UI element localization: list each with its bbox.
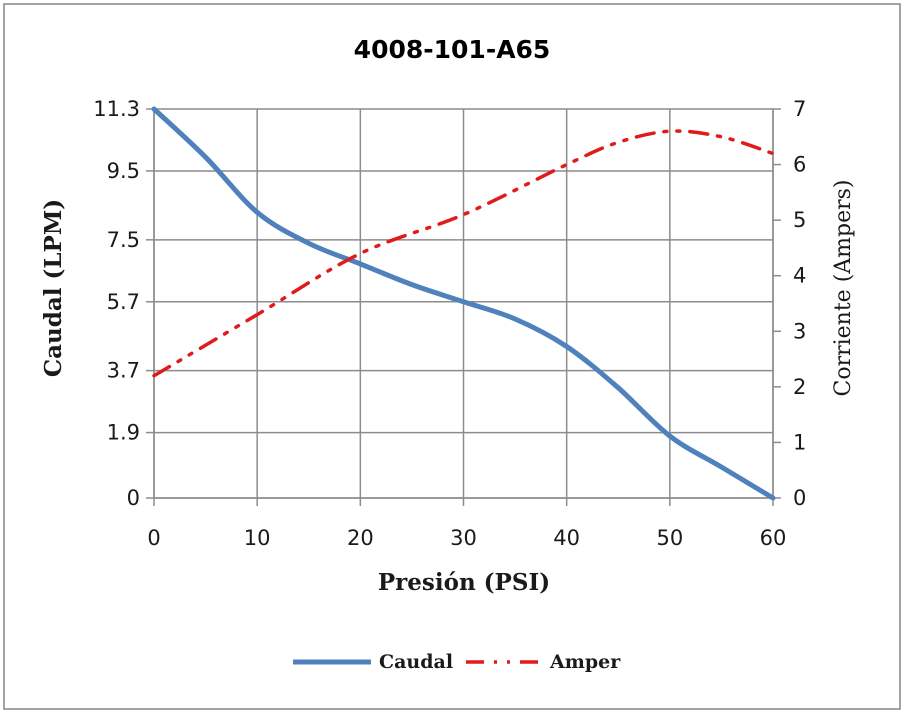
- y-tick-label: 5.7: [107, 290, 140, 314]
- legend-label-amper: Amper: [549, 651, 621, 673]
- legend: Caudal Amper: [293, 651, 621, 673]
- y-tick-label: 7.5: [107, 228, 140, 252]
- x-tick-label: 10: [244, 526, 271, 550]
- axes: [146, 108, 781, 506]
- y-tick-label: 0: [127, 486, 140, 510]
- x-tick-label: 20: [347, 526, 374, 550]
- y-right-tick-label: 6: [793, 153, 806, 177]
- y-tick-label: 3.7: [107, 359, 140, 383]
- x-tick-label: 60: [760, 526, 787, 550]
- y-right-tick-label: 4: [793, 264, 806, 288]
- y-right-tick-label: 0: [793, 486, 806, 510]
- y-axis-title: Caudal (LPM): [40, 199, 67, 377]
- y-tick-label: 11.3: [93, 97, 140, 121]
- y-right-tick-label: 1: [793, 430, 806, 454]
- series-line-caudal: [151, 106, 776, 501]
- y-right-tick-label: 3: [793, 319, 806, 343]
- legend-label-caudal: Caudal: [379, 651, 453, 673]
- x-axis-title: Presión (PSI): [378, 569, 550, 596]
- y-tick-label: 1.9: [107, 421, 140, 445]
- x-tick-label: 50: [656, 526, 683, 550]
- tick-labels: 01.93.75.77.59.511.30 10 20 30 40 50 600123456…: [93, 97, 806, 550]
- y-right-tick-label: 5: [793, 208, 806, 232]
- x-tick-label: 30: [450, 526, 477, 550]
- y-right-axis-title: Corriente (Ampers): [831, 179, 856, 396]
- series: [151, 106, 776, 501]
- y-right-tick-label: 7: [793, 97, 806, 121]
- x-tick-label: 40: [553, 526, 580, 550]
- x-tick-label: 0: [147, 526, 160, 550]
- y-right-tick-label: 2: [793, 375, 806, 399]
- chart-title: 4008-101-A65: [354, 35, 551, 64]
- series-line-amper: [152, 129, 775, 378]
- y-tick-label: 9.5: [107, 159, 140, 183]
